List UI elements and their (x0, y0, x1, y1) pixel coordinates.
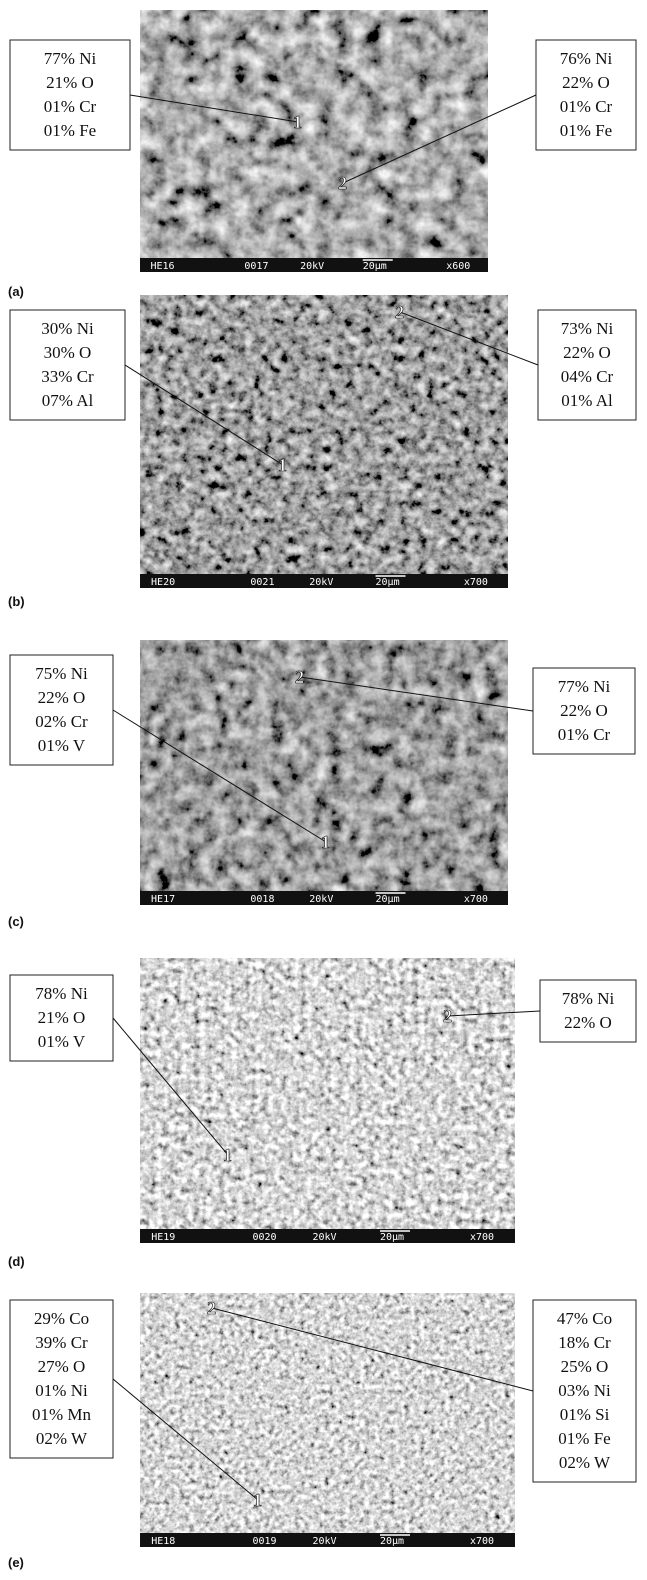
composition-line: 77% Ni (558, 677, 611, 696)
point-label: 2 (295, 667, 304, 687)
info-text: x700 (470, 1536, 494, 1547)
composition-line: 01% Cr (560, 97, 613, 116)
point-label: 2 (395, 302, 404, 322)
composition-line: 01% Cr (44, 97, 97, 116)
info-text: HE19 (151, 1232, 175, 1243)
composition-line: 04% Cr (561, 367, 614, 386)
composition-line: 47% Co (557, 1309, 612, 1328)
composition-line: 01% V (38, 736, 86, 755)
info-text: 20µm (380, 1536, 404, 1547)
info-text: 0018 (250, 894, 274, 905)
sem-texture (140, 295, 508, 588)
info-text: 20µm (376, 894, 400, 905)
composition-line: 22% O (562, 73, 610, 92)
sem-panel: HE17 0018 20kV 20µm x700 (140, 640, 508, 905)
composition-line: 01% Fe (44, 121, 96, 140)
info-text: 20kV (300, 261, 324, 272)
point-label: 1 (253, 1490, 262, 1510)
sem-panel: HE20 0021 20kV 20µm x700 (140, 295, 508, 588)
composition-line: 01% Si (560, 1405, 610, 1424)
figure: HE16 0017 20kV 20µm x600 77% Ni 21% O 01% Cr 01%… (0, 0, 647, 1580)
composition-line: 29% Co (34, 1309, 89, 1328)
info-text: 0019 (253, 1536, 277, 1547)
composition-line: 01% Fe (560, 121, 612, 140)
point-label: 1 (321, 832, 330, 852)
sem-panel: HE19 0020 20kV 20µm x700 (140, 958, 515, 1243)
composition-line: 22% O (560, 701, 608, 720)
composition-line: 27% O (38, 1357, 86, 1376)
sem-texture (140, 1293, 515, 1547)
composition-line: 25% O (561, 1357, 609, 1376)
info-text: x700 (464, 894, 488, 905)
composition-line: 01% Ni (35, 1381, 88, 1400)
composition-line: 01% Fe (558, 1429, 610, 1448)
composition-line: 22% O (564, 1013, 612, 1032)
composition-line: 18% Cr (558, 1333, 611, 1352)
sem-texture (140, 958, 515, 1243)
composition-line: 21% O (38, 1008, 86, 1027)
composition-line: 01% Cr (558, 725, 611, 744)
composition-line: 21% O (46, 73, 94, 92)
info-text: HE18 (151, 1536, 175, 1547)
composition-line: 22% O (38, 688, 86, 707)
composition-line: 02% Cr (35, 712, 88, 731)
panel-label: (d) (8, 1254, 25, 1269)
composition-line: 75% Ni (35, 664, 88, 683)
panel-label: (e) (8, 1555, 24, 1570)
point-label: 1 (278, 455, 287, 475)
composition-line: 30% Ni (41, 319, 94, 338)
composition-line: 76% Ni (560, 49, 613, 68)
info-text: HE16 (150, 261, 174, 272)
info-text: 20kV (309, 577, 333, 588)
composition-line: 01% V (38, 1032, 86, 1051)
panel-label: (b) (8, 594, 25, 609)
composition-line: 78% Ni (562, 989, 615, 1008)
point-label: 1 (293, 112, 302, 132)
composition-line: 77% Ni (44, 49, 97, 68)
sem-panel: HE18 0019 20kV 20µm x700 (140, 1293, 515, 1547)
composition-line: 07% Al (42, 391, 94, 410)
info-text: HE20 (151, 577, 175, 588)
info-text: 0020 (253, 1232, 277, 1243)
info-text: 0021 (250, 577, 274, 588)
composition-line: 01% Al (561, 391, 613, 410)
point-label: 2 (443, 1006, 452, 1026)
point-label: 2 (207, 1298, 216, 1318)
info-text: x600 (446, 261, 470, 272)
composition-line: 03% Ni (558, 1381, 611, 1400)
composition-line: 02% W (559, 1453, 611, 1472)
panel-label: (c) (8, 914, 24, 929)
panel-label: (a) (8, 284, 24, 299)
info-text: x700 (464, 577, 488, 588)
info-text: 20µm (376, 577, 400, 588)
point-label: 2 (338, 173, 347, 193)
composition-line: 78% Ni (35, 984, 88, 1003)
info-text: 20µm (363, 261, 387, 272)
composition-line: 01% Mn (32, 1405, 92, 1424)
composition-line: 22% O (563, 343, 611, 362)
composition-line: 30% O (44, 343, 92, 362)
info-text: 20µm (380, 1232, 404, 1243)
composition-line: 02% W (36, 1429, 88, 1448)
info-text: x700 (470, 1232, 494, 1243)
info-text: HE17 (151, 894, 175, 905)
info-text: 20kV (313, 1536, 337, 1547)
composition-line: 39% Cr (35, 1333, 88, 1352)
point-label: 1 (223, 1145, 232, 1165)
info-text: 20kV (313, 1232, 337, 1243)
composition-line: 73% Ni (561, 319, 614, 338)
info-text: 0017 (244, 261, 268, 272)
info-text: 20kV (309, 894, 333, 905)
sem-texture (140, 640, 508, 905)
composition-line: 33% Cr (41, 367, 94, 386)
